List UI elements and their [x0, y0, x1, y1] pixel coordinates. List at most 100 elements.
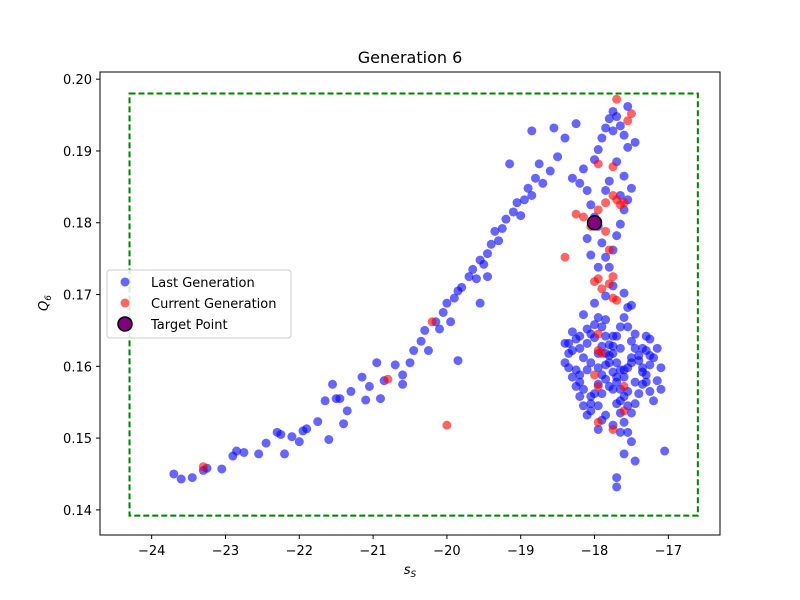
data-point — [590, 370, 600, 380]
data-point — [619, 417, 629, 427]
data-point — [578, 353, 588, 363]
data-point — [597, 284, 607, 294]
data-point — [601, 291, 611, 301]
data-point — [623, 427, 633, 437]
data-point — [586, 399, 596, 409]
data-point — [586, 391, 596, 401]
y-tick-label: 0.15 — [63, 432, 92, 447]
data-point — [254, 449, 264, 459]
data-point — [641, 370, 651, 380]
data-point — [593, 159, 603, 169]
data-point — [623, 116, 633, 126]
data-point — [652, 376, 662, 386]
data-point — [601, 198, 611, 208]
data-point — [612, 482, 622, 492]
data-point — [438, 307, 448, 317]
data-point — [660, 446, 670, 456]
data-point — [375, 394, 385, 404]
data-point — [612, 94, 622, 104]
data-point — [423, 346, 433, 356]
data-point — [582, 234, 592, 244]
data-point — [390, 360, 400, 370]
data-point — [578, 401, 588, 411]
data-point — [449, 293, 459, 303]
target-point — [586, 214, 603, 231]
data-point — [567, 327, 577, 337]
x-tick-label: −21 — [359, 544, 386, 559]
data-point — [597, 133, 607, 143]
data-point — [508, 207, 518, 217]
data-point — [612, 473, 622, 483]
data-point — [571, 209, 581, 219]
data-point — [626, 437, 636, 447]
data-point — [483, 272, 492, 282]
data-point — [578, 164, 588, 174]
data-point — [567, 346, 577, 356]
data-point — [645, 334, 655, 344]
data-point — [169, 469, 179, 479]
data-point — [619, 288, 629, 298]
data-point — [630, 329, 640, 339]
data-point — [619, 198, 629, 208]
data-point — [398, 370, 408, 380]
data-point — [608, 341, 618, 351]
data-point — [619, 130, 629, 140]
data-point — [479, 259, 489, 269]
data-point — [604, 114, 614, 124]
data-point — [608, 106, 618, 116]
data-point — [383, 374, 393, 384]
data-point — [593, 381, 603, 391]
data-point — [619, 406, 629, 416]
data-point — [549, 123, 559, 133]
y-tick-label: 0.18 — [63, 217, 92, 232]
x-tick-label: −18 — [581, 544, 608, 559]
y-tick-label: 0.17 — [63, 289, 92, 304]
data-point — [287, 432, 297, 442]
data-point — [357, 372, 367, 382]
legend-box — [106, 269, 292, 339]
data-point — [294, 437, 304, 447]
data-point — [608, 126, 618, 136]
data-point — [619, 365, 629, 375]
data-point — [575, 331, 585, 341]
data-point — [615, 219, 625, 229]
data-point — [615, 322, 625, 332]
data-point — [608, 384, 618, 394]
data-point — [567, 372, 577, 382]
data-point — [564, 338, 574, 348]
data-point — [335, 394, 345, 404]
legend-marker — [120, 277, 130, 287]
data-point — [601, 185, 611, 195]
data-point — [604, 176, 614, 186]
data-point — [601, 374, 611, 384]
data-point — [638, 379, 647, 389]
data-point — [302, 424, 312, 434]
data-point — [630, 137, 640, 147]
data-point — [497, 223, 507, 233]
data-point — [534, 159, 544, 169]
data-point — [593, 145, 603, 155]
data-point — [597, 322, 607, 332]
data-point — [593, 363, 603, 373]
data-point — [313, 417, 323, 427]
x-tick-label: −19 — [507, 544, 534, 559]
data-point — [339, 419, 349, 429]
data-point — [361, 395, 371, 405]
data-point — [615, 396, 625, 406]
data-point — [494, 236, 504, 246]
data-point — [608, 272, 618, 282]
data-point — [619, 381, 629, 391]
data-point — [626, 183, 636, 193]
data-point — [597, 389, 607, 399]
data-point — [626, 336, 636, 346]
data-point — [523, 183, 533, 193]
data-point — [604, 279, 614, 289]
data-point — [604, 245, 614, 255]
data-point — [328, 379, 337, 389]
data-point — [604, 262, 614, 272]
data-point — [626, 109, 636, 119]
data-point — [364, 381, 374, 391]
data-point — [645, 360, 655, 370]
data-point — [187, 473, 197, 483]
data-point — [582, 365, 592, 375]
